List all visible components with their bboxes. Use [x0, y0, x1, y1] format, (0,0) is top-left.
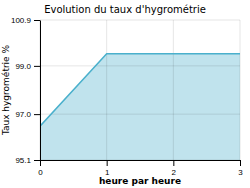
tick-label: 100.9 — [11, 16, 32, 25]
plot: 0 1 2 3 95.1 97.0 99.0 100.9 — [11, 16, 243, 177]
chart: 0 1 2 3 95.1 97.0 99.0 100.9 Evolution du taux d… — [0, 0, 250, 188]
grid-line — [173, 20, 174, 160]
grid — [40, 20, 240, 160]
tick-label: 99.0 — [15, 62, 31, 71]
tick-mark — [107, 160, 108, 166]
tick: 99.0 — [15, 62, 40, 71]
tick-label: 95.1 — [15, 156, 31, 165]
grid-line — [240, 20, 241, 160]
tick: 2 — [172, 160, 177, 177]
grid-line — [40, 114, 240, 115]
x-axis: 0 1 2 3 — [38, 160, 243, 177]
axis-line — [41, 160, 241, 161]
axis-line — [40, 21, 41, 161]
y-axis-title: Taux hygrométrie % — [1, 44, 11, 136]
marks — [40, 54, 240, 160]
tick-mark — [34, 114, 40, 115]
tick: 97.0 — [15, 110, 40, 119]
grid-line — [40, 160, 240, 161]
tick-mark — [240, 160, 241, 166]
tick-mark — [34, 160, 40, 161]
tick-label: 0 — [38, 168, 43, 177]
grid-line — [40, 20, 41, 160]
area — [40, 54, 240, 160]
grid-line — [106, 20, 107, 160]
tick-label: 97.0 — [15, 110, 31, 119]
grid-line — [40, 20, 240, 21]
tick-mark — [34, 20, 40, 21]
tick-mark — [40, 160, 41, 166]
tick: 3 — [238, 160, 243, 177]
tick: 0 — [38, 160, 43, 177]
line-marks — [40, 54, 240, 126]
x-axis-title: heure par heure — [99, 176, 181, 186]
grid-line — [40, 65, 240, 66]
tick-mark — [34, 66, 40, 67]
tick: 100.9 — [11, 16, 40, 25]
tick: 1 — [105, 160, 110, 177]
title: Evolution du taux d'hygrométrie — [44, 4, 206, 15]
tick-mark — [173, 160, 174, 166]
y-axis: 95.1 97.0 99.0 100.9 — [11, 16, 41, 165]
tick-label: 3 — [238, 168, 243, 177]
tick: 95.1 — [15, 156, 40, 165]
line — [40, 54, 240, 126]
